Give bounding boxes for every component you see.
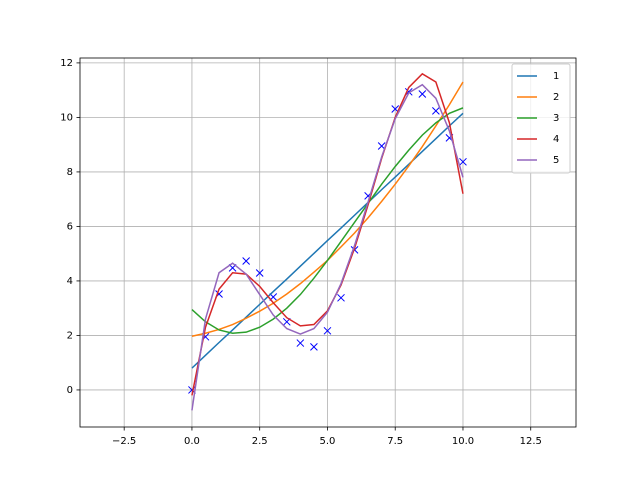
data-point <box>432 107 440 115</box>
legend-label: 1 <box>553 71 559 82</box>
y-tick-label: 2 <box>67 330 73 341</box>
data-point <box>418 90 427 98</box>
data-point <box>255 269 264 277</box>
x-tick-label: 10.0 <box>452 436 474 447</box>
data-point <box>242 257 250 265</box>
y-tick-label: 10 <box>60 112 73 123</box>
y-tick-label: 8 <box>67 167 73 178</box>
x-tick-label: 5.0 <box>320 436 336 447</box>
legend-box <box>511 63 571 174</box>
x-tick-label: 12.5 <box>520 436 542 447</box>
x-tick-label: 0.0 <box>184 436 200 447</box>
series-line <box>191 83 464 411</box>
data-point <box>459 157 467 166</box>
data-point <box>310 343 318 351</box>
data-point <box>323 326 332 335</box>
data-point <box>337 293 345 302</box>
y-tick-label: 0 <box>67 385 73 396</box>
x-tick-label: −2.5 <box>112 436 136 447</box>
series-line <box>191 112 464 369</box>
data-point <box>296 339 305 347</box>
legend-label: 5 <box>553 155 559 166</box>
x-tick-label: 7.5 <box>387 436 403 447</box>
legend-label: 2 <box>553 92 559 103</box>
legend-label: 3 <box>553 113 559 124</box>
y-tick-label: 4 <box>67 276 73 287</box>
y-tick-label: 6 <box>67 221 73 232</box>
x-tick-label: 2.5 <box>252 436 268 447</box>
series-line <box>191 107 464 335</box>
plot-frame <box>79 57 577 428</box>
legend-label: 4 <box>553 134 559 145</box>
legend: 1 2 3 4 5 <box>511 63 571 174</box>
y-tick-label: 12 <box>60 58 73 69</box>
